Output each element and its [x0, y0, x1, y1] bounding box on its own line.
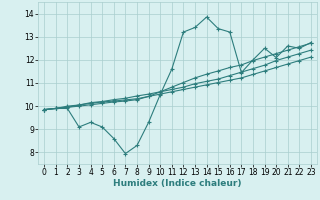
X-axis label: Humidex (Indice chaleur): Humidex (Indice chaleur)	[113, 179, 242, 188]
